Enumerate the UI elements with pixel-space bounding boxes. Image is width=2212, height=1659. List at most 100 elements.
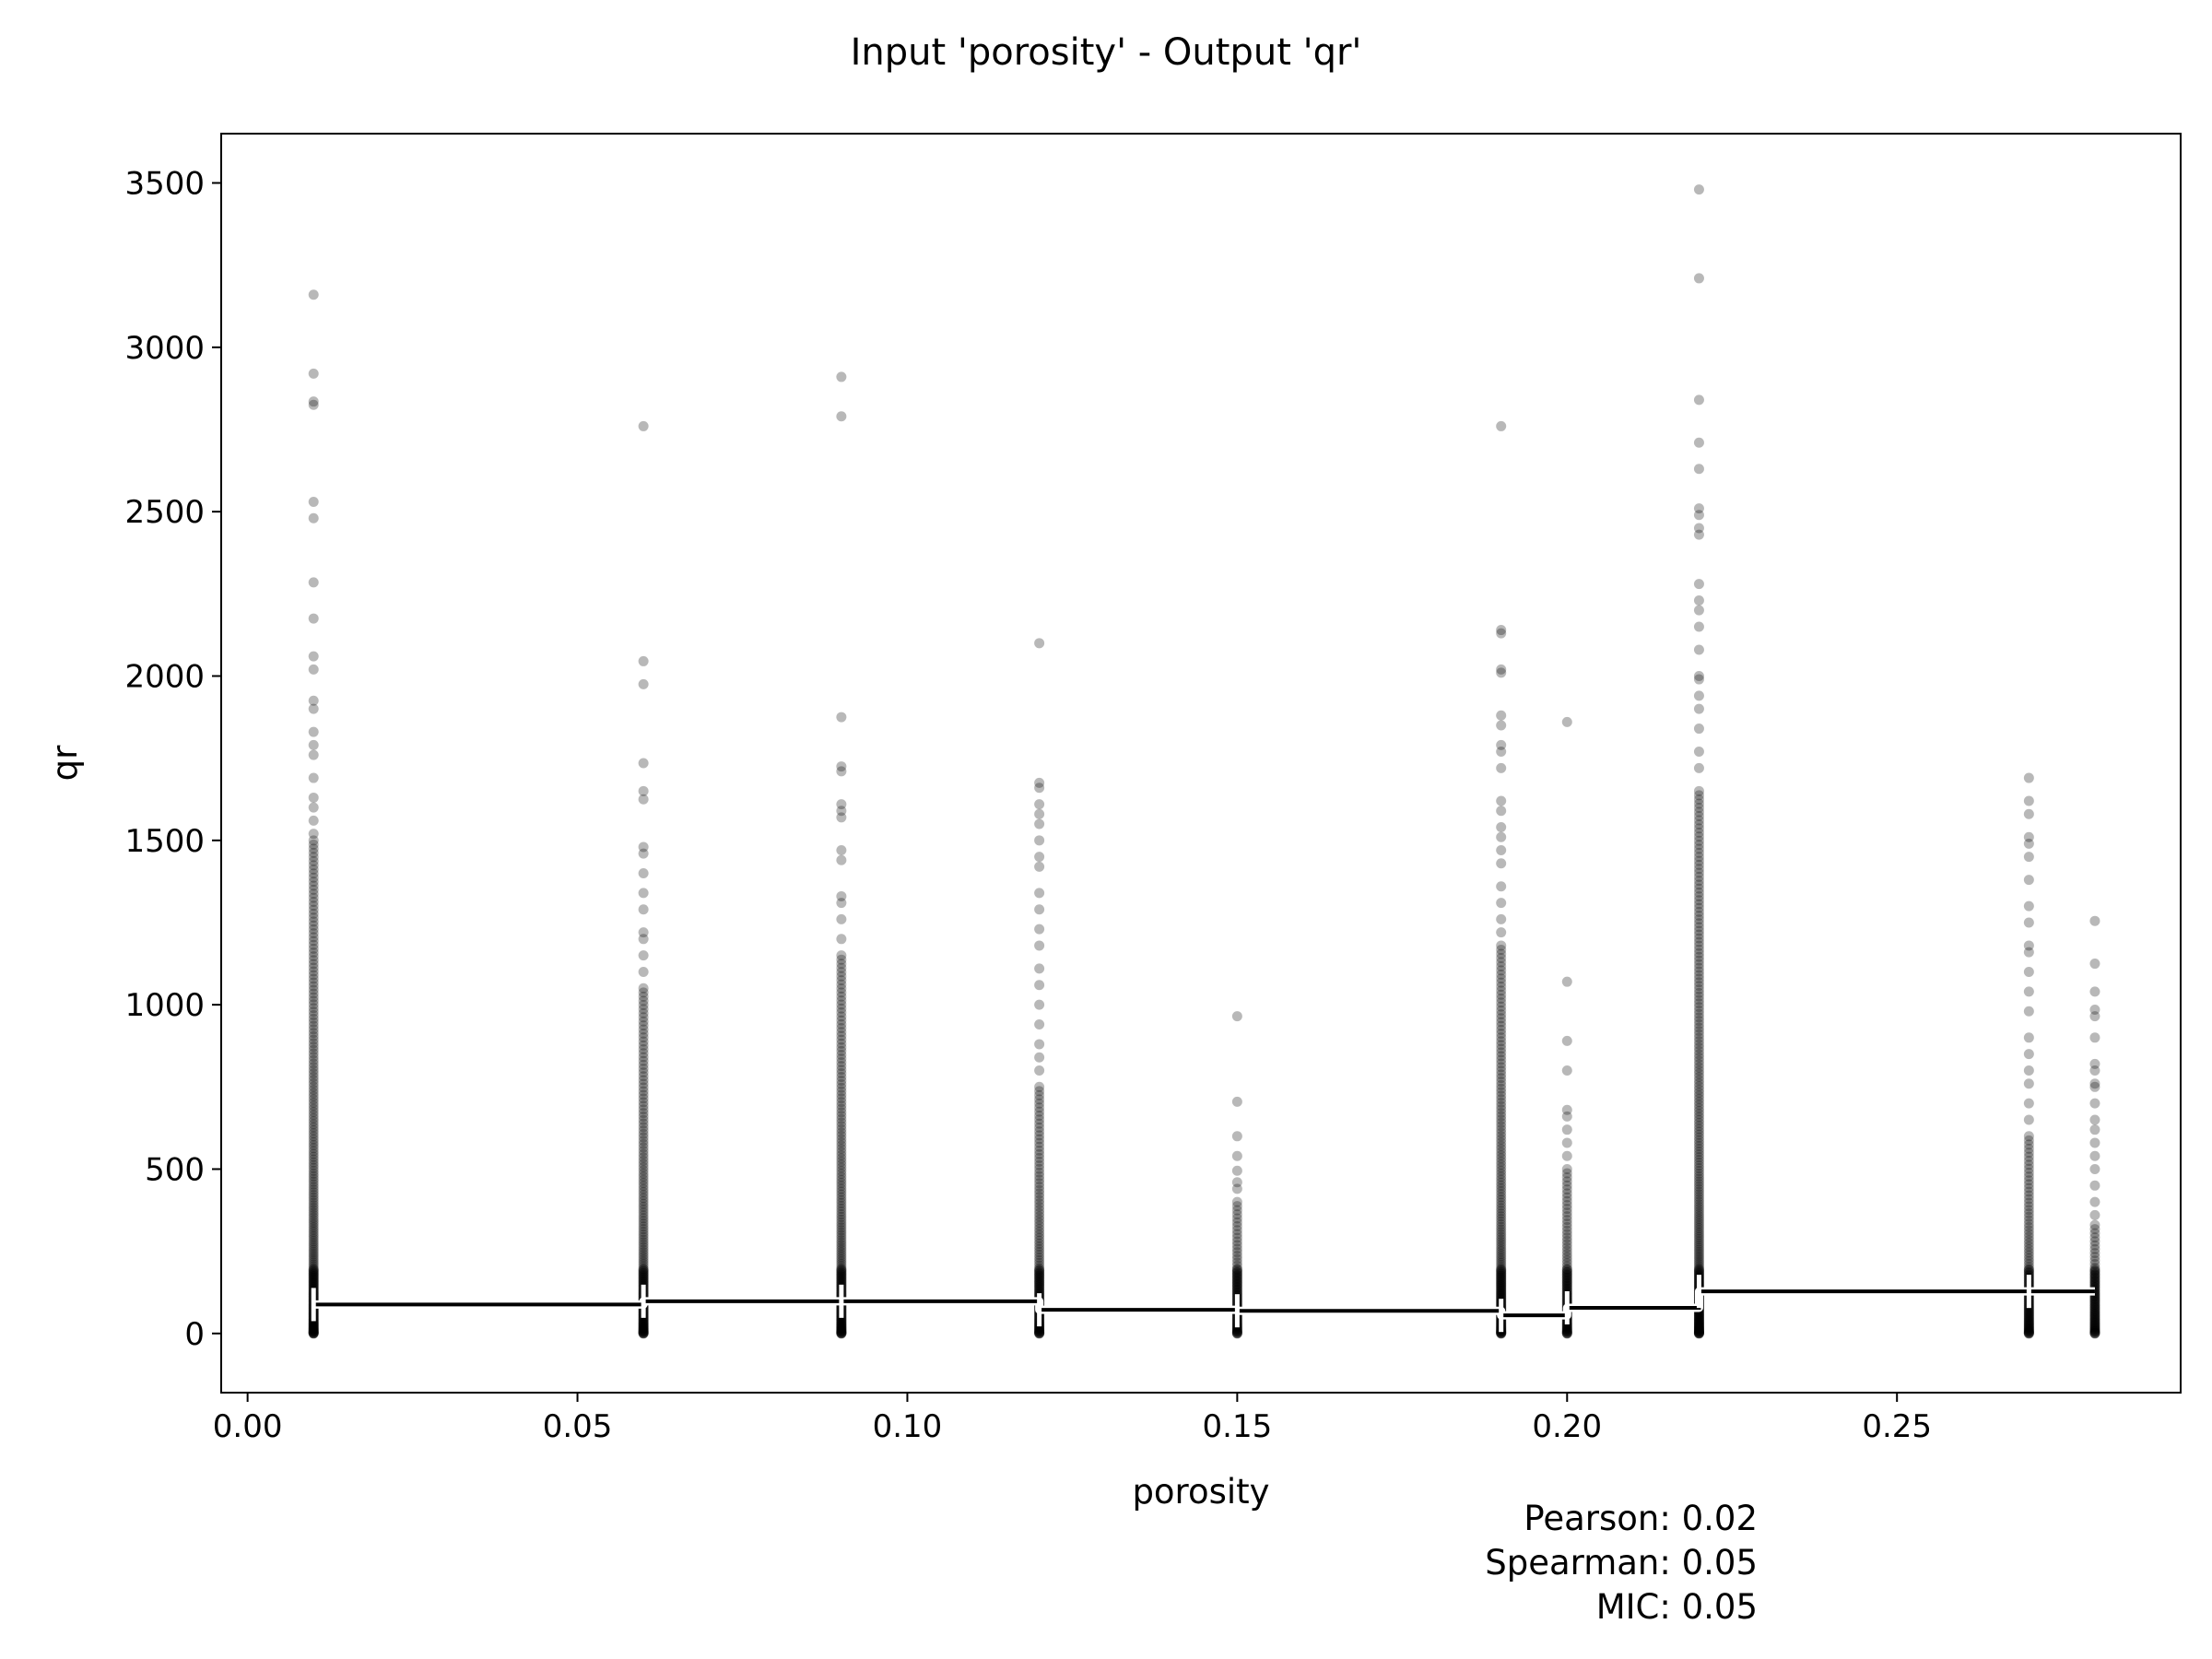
scatter-point [2023, 1327, 2034, 1338]
scatter-point [2023, 1324, 2034, 1335]
scatter-point [1693, 1322, 1704, 1333]
scatter-point [836, 1317, 847, 1328]
scatter-point [1693, 823, 1704, 834]
scatter-point [308, 835, 319, 846]
scatter-point [1034, 1220, 1045, 1231]
scatter-point [836, 1320, 847, 1331]
scatter-point [638, 1322, 649, 1333]
scatter-point [1693, 1075, 1704, 1086]
scatter-point [308, 1264, 319, 1275]
scatter-point [1693, 724, 1704, 735]
scatter-point [1231, 1328, 1242, 1339]
scatter-point [836, 1274, 847, 1285]
scatter-point [1693, 883, 1704, 894]
scatter-point [1496, 1270, 1507, 1281]
scatter-point [1496, 1284, 1507, 1295]
scatter-point [1034, 1174, 1045, 1185]
x-axis: 0.00 0.05 0.10 0.15 0.20 0.25 [213, 1393, 1932, 1445]
scatter-point [836, 1276, 847, 1287]
scatter-point [1496, 1291, 1507, 1302]
scatter-point [836, 1230, 847, 1241]
scatter-point [2023, 1256, 2034, 1267]
scatter-point [308, 855, 319, 866]
scatter-point [1034, 1159, 1045, 1171]
scatter-point [1693, 891, 1704, 902]
scatter-point [1561, 1275, 1572, 1286]
scatter-point [836, 1264, 847, 1275]
scatter-point [1034, 1152, 1045, 1163]
scatter-point [1693, 1321, 1704, 1332]
scatter-point [1693, 594, 1704, 606]
scatter-point [308, 1077, 319, 1088]
scatter-point [836, 1256, 847, 1267]
scatter-point [308, 1244, 319, 1255]
scatter-point [2023, 1253, 2034, 1264]
scatter-point [638, 1270, 649, 1281]
scatter-point [1693, 922, 1704, 933]
scatter-point [638, 1241, 649, 1253]
scatter-point [638, 1323, 649, 1334]
scatter-point [308, 1054, 319, 1065]
scatter-point [1496, 940, 1507, 951]
scatter-point [638, 1064, 649, 1075]
scatter-point [2023, 1324, 2034, 1335]
scatter-point [836, 1171, 847, 1182]
scatter-point [2023, 1265, 2034, 1277]
scatter-point [1034, 1137, 1045, 1148]
scatter-point [308, 289, 319, 300]
scatter-point [1693, 864, 1704, 875]
scatter-point [1231, 1276, 1242, 1287]
scatter-point [1561, 1321, 1572, 1332]
scatter-point [638, 1012, 649, 1023]
scatter-point [836, 1045, 847, 1056]
scatter-point [2089, 1301, 2100, 1312]
scatter-point [638, 1067, 649, 1078]
scatter-point [1693, 827, 1704, 838]
scatter-point [308, 992, 319, 1003]
scatter-point [1693, 802, 1704, 813]
scatter-point [308, 860, 319, 871]
scatter-point [638, 966, 649, 977]
scatter-point [1231, 1257, 1242, 1268]
scatter-point [1693, 871, 1704, 882]
scatter-point [1034, 888, 1045, 899]
scatter-point [2023, 966, 2034, 977]
scatter-point [638, 1313, 649, 1324]
scatter-point [308, 1277, 319, 1288]
scatter-point [308, 1259, 319, 1270]
scatter-point [638, 1213, 649, 1224]
scatter-point [638, 987, 649, 998]
scatter-point [1034, 1254, 1045, 1265]
scatter-point [308, 892, 319, 903]
scatter-point [836, 1319, 847, 1330]
scatter-point [1496, 969, 1507, 980]
scatter-point [1561, 1323, 1572, 1334]
scatter-point [1693, 1147, 1704, 1158]
scatter-point [1496, 1111, 1507, 1122]
scatter-point [308, 1246, 319, 1257]
scatter-point [1034, 1110, 1045, 1121]
scatter-point [1496, 1327, 1507, 1338]
scatter-point [2089, 1312, 2100, 1323]
scatter-point [2023, 1305, 2034, 1316]
scatter-point [1693, 1324, 1704, 1335]
scatter-point [836, 1197, 847, 1208]
scatter-point [1693, 1326, 1704, 1337]
scatter-point [1693, 790, 1704, 801]
scatter-point [1693, 835, 1704, 846]
scatter-point [2089, 1311, 2100, 1322]
scatter-point [1496, 989, 1507, 1000]
scatter-point [2023, 1326, 2034, 1337]
scatter-point [638, 1152, 649, 1163]
scatter-point [1561, 1326, 1572, 1337]
scatter-point [1496, 957, 1507, 968]
y-tick-label: 500 [145, 1151, 205, 1188]
scatter-point [1693, 1241, 1704, 1252]
scatter-point [1693, 1311, 1704, 1322]
scatter-point [2089, 1272, 2100, 1283]
scatter-point [308, 1253, 319, 1264]
scatter-point [1561, 1267, 1572, 1278]
scatter-point [1561, 1322, 1572, 1333]
scatter-point [1693, 1168, 1704, 1179]
scatter-point [2089, 1259, 2100, 1270]
